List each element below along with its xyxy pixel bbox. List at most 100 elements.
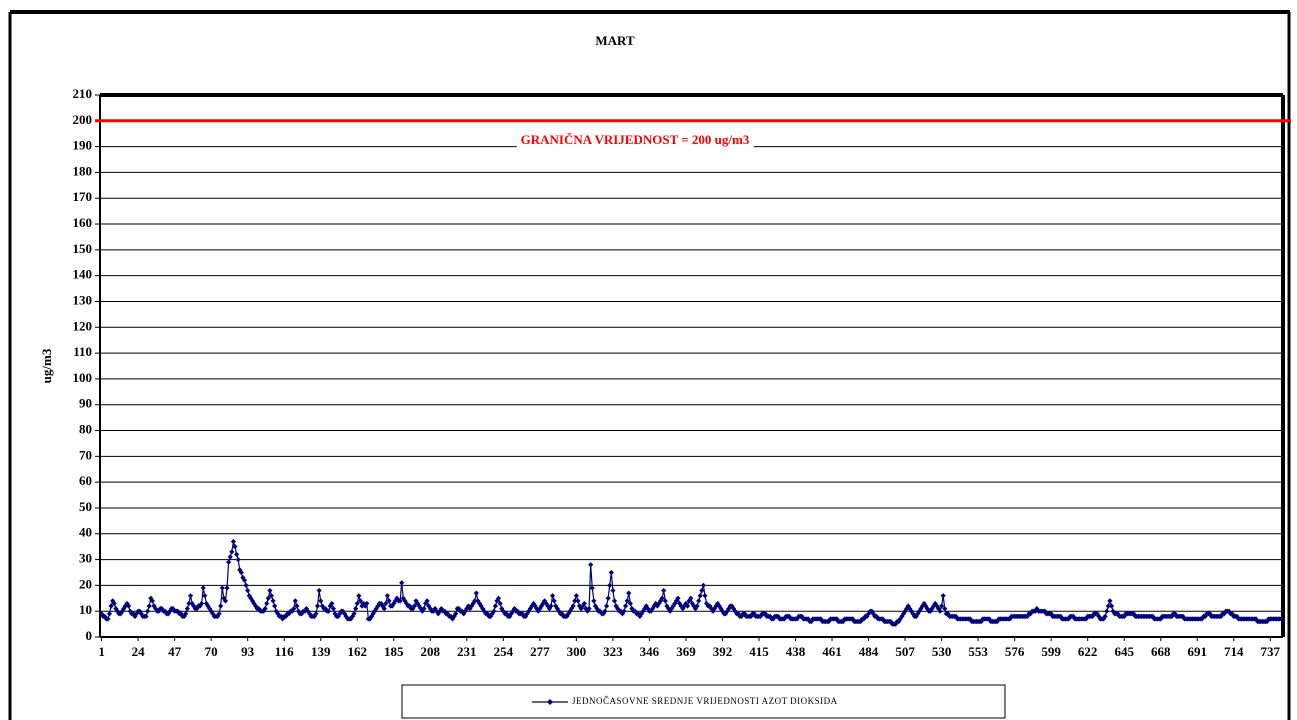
data-point (540, 600, 546, 607)
data-point (902, 608, 908, 614)
data-point (375, 603, 381, 609)
data-point (1278, 616, 1285, 622)
data-point (286, 611, 292, 617)
data-point (605, 595, 611, 601)
data-point (588, 562, 594, 568)
data-point (222, 598, 229, 604)
data-point (119, 608, 125, 614)
data-point (227, 554, 233, 560)
data-point (589, 585, 595, 591)
data-point (205, 603, 211, 609)
data-point (468, 603, 475, 609)
data-point (218, 603, 224, 609)
data-point (327, 603, 333, 609)
data-point (113, 606, 119, 612)
data-point (357, 598, 364, 604)
data-point (643, 603, 649, 609)
data-point (456, 606, 462, 612)
x-tick-label: 691 (1188, 644, 1208, 659)
data-point (770, 616, 776, 622)
data-point (635, 611, 641, 617)
threshold-label-bg (516, 130, 754, 148)
data-point (488, 613, 494, 619)
data-point (775, 613, 781, 619)
data-point (888, 618, 894, 625)
data-point (111, 600, 117, 607)
data-point (314, 603, 321, 609)
data-point (145, 608, 151, 614)
data-point (767, 613, 773, 619)
data-point (421, 606, 427, 612)
data-point (707, 603, 713, 609)
data-point (510, 608, 516, 614)
data-point (435, 611, 441, 617)
data-point (565, 611, 572, 617)
data-point (348, 616, 354, 622)
data-point (576, 603, 583, 609)
data-point (251, 600, 257, 607)
data-point (360, 600, 367, 607)
data-point (307, 611, 313, 617)
data-point (449, 616, 456, 622)
x-tick-label: 484 (859, 644, 879, 659)
data-point (1034, 606, 1040, 612)
data-point (575, 598, 581, 604)
x-tick-label: 461 (822, 644, 842, 659)
data-point (723, 611, 729, 617)
data-point (98, 611, 105, 617)
data-point (480, 606, 486, 612)
data-point (105, 616, 111, 622)
x-tick-label: 599 (1041, 644, 1061, 659)
data-point (648, 608, 654, 614)
y-tick-label: 100 (73, 370, 93, 385)
data-point (329, 600, 335, 607)
data-point (915, 611, 921, 617)
data-point (270, 598, 276, 604)
data-point (330, 606, 337, 612)
data-point (351, 611, 357, 617)
data-point (414, 600, 421, 607)
data-point (407, 603, 413, 609)
data-point (199, 600, 205, 607)
y-tick-label: 160 (73, 215, 93, 230)
data-point (649, 606, 656, 612)
data-point (432, 606, 438, 612)
data-point (905, 603, 911, 609)
data-point (186, 600, 192, 607)
data-point (726, 606, 732, 612)
data-point (381, 606, 387, 612)
data-point (373, 606, 379, 612)
data-point (1199, 616, 1205, 622)
data-point (699, 587, 705, 594)
x-tick-label: 369 (676, 644, 696, 659)
data-point (143, 613, 149, 619)
data-point (629, 606, 635, 612)
x-tick-label: 323 (603, 644, 623, 659)
data-point (613, 603, 619, 609)
data-point (232, 544, 238, 550)
data-point (292, 598, 298, 604)
data-point (353, 606, 359, 612)
x-tick-label: 116 (275, 644, 294, 659)
data-point (318, 598, 324, 604)
data-point (1226, 608, 1232, 614)
data-point (702, 593, 708, 599)
chart-title: MART (595, 33, 635, 48)
data-point (659, 595, 665, 601)
data-point (680, 606, 686, 612)
data-point (245, 587, 251, 594)
data-point (191, 603, 197, 609)
data-point (316, 587, 322, 594)
data-point (1108, 603, 1115, 609)
x-tick-label: 208 (421, 644, 441, 659)
data-point (602, 608, 608, 614)
data-point (413, 598, 419, 604)
y-axis-label: ug/m3 (39, 348, 54, 383)
data-point (945, 611, 951, 617)
data-point (278, 613, 284, 619)
x-tick-label: 300 (567, 644, 587, 659)
data-point (627, 600, 633, 607)
data-point (794, 616, 800, 622)
data-point (472, 598, 478, 604)
